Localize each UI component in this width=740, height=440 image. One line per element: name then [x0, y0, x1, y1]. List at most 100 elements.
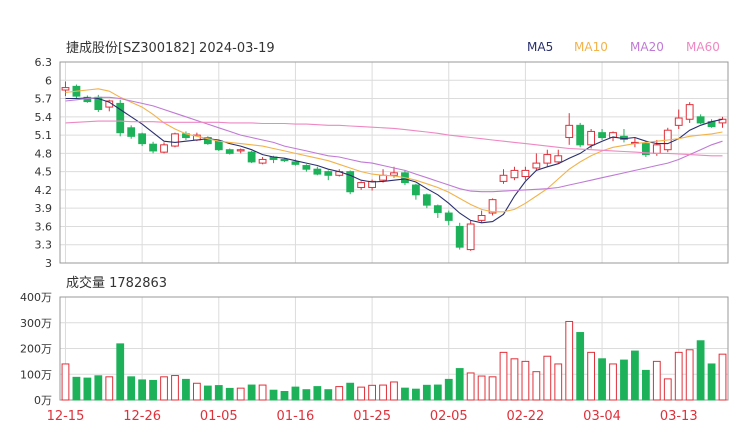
- legend-ma60: MA60: [686, 40, 720, 54]
- candle: [554, 155, 563, 163]
- volume-bar: [138, 379, 147, 401]
- volume-bar: [171, 375, 179, 401]
- volume-tick-label: 300万: [20, 317, 52, 330]
- volume-bar: [576, 332, 585, 401]
- date-tick-label: 12-15: [47, 409, 85, 424]
- volume-bar: [422, 384, 431, 401]
- volume-bar: [455, 368, 464, 401]
- candle: [171, 133, 179, 147]
- volume-bar: [291, 386, 300, 401]
- volume-bar: [357, 386, 366, 401]
- volume-bar: [707, 363, 716, 401]
- ma-line-ma5: [65, 97, 723, 224]
- candle: [466, 223, 475, 251]
- volume-bar: [247, 384, 256, 401]
- date-tick-label: 03-04: [583, 409, 621, 424]
- price-tick-label: 3.6: [35, 220, 53, 233]
- candle: [718, 118, 727, 124]
- candle: [203, 137, 212, 145]
- volume-bar: [379, 384, 387, 401]
- price-tick-label: 3.9: [35, 202, 53, 215]
- volume-bar: [620, 359, 628, 401]
- candle: [532, 162, 541, 169]
- candle: [258, 158, 267, 164]
- candle: [247, 151, 256, 163]
- candle: [587, 130, 596, 146]
- volume-bar: [203, 385, 212, 401]
- date-tick-label: 12-26: [123, 409, 161, 424]
- volume-bar: [83, 377, 92, 401]
- candle: [652, 144, 661, 154]
- candle: [543, 154, 552, 164]
- volume-bar: [696, 340, 705, 401]
- price-tick-label: 5.4: [35, 111, 53, 124]
- candle: [368, 180, 376, 188]
- candle: [160, 144, 168, 153]
- price-frame: [59, 61, 729, 264]
- volume-bar: [510, 358, 519, 401]
- volume-bar: [116, 343, 125, 401]
- date-tick-label: 02-22: [507, 409, 545, 424]
- volume-bar: [587, 351, 596, 401]
- candle: [138, 133, 147, 145]
- volume-bar: [160, 376, 168, 401]
- candle: [510, 169, 519, 179]
- volume-bar: [609, 363, 617, 401]
- volume-bar: [521, 360, 530, 401]
- volume-bar: [598, 358, 606, 401]
- volume-bar: [685, 349, 694, 401]
- volume-bar: [565, 320, 574, 401]
- volume-panel-title: 成交量 1782863: [66, 275, 167, 291]
- candle: [641, 143, 650, 156]
- volume-bar: [236, 387, 245, 401]
- date-tick-label: 01-16: [277, 409, 315, 424]
- price-tick-label: 6.3: [35, 56, 53, 69]
- price-tick-label: 3: [45, 257, 52, 270]
- volume-bar: [149, 379, 157, 401]
- volume-bar: [269, 389, 278, 401]
- candle: [302, 165, 311, 170]
- candle: [521, 169, 530, 178]
- volume-tick-label: 100万: [20, 368, 52, 381]
- volume-bar: [543, 355, 552, 401]
- candle: [696, 116, 705, 124]
- price-tick-label: 4.8: [35, 147, 53, 160]
- volume-bar: [61, 363, 70, 401]
- candle: [499, 174, 508, 182]
- chart-title: 捷成股份[SZ300182] 2024-03-19: [66, 41, 275, 56]
- candle: [149, 143, 157, 152]
- volume-bar: [182, 378, 190, 401]
- legend-ma20: MA20: [630, 40, 664, 54]
- volume-panel: 400万 300万 200万 100万 0万: [20, 291, 729, 407]
- volume-bar: [225, 387, 234, 401]
- candle: [236, 149, 245, 152]
- volume-bar: [412, 388, 420, 401]
- volume-bar: [302, 389, 311, 401]
- candle: [444, 212, 453, 221]
- candle: [61, 87, 70, 91]
- volume-bar: [663, 378, 672, 401]
- volume-bar: [313, 386, 322, 401]
- volume-bar: [390, 381, 398, 401]
- candle: [324, 171, 333, 176]
- ma-line-ma20: [65, 96, 723, 193]
- candle: [127, 127, 136, 137]
- candle: [477, 214, 486, 221]
- volume-bar: [280, 391, 289, 401]
- volume-bar: [466, 372, 475, 401]
- volume-bar: [631, 350, 639, 401]
- candle: [488, 199, 497, 214]
- candle: [609, 132, 617, 139]
- volume-bar: [433, 384, 442, 401]
- candle: [433, 205, 442, 213]
- volume-bar: [105, 376, 114, 401]
- candle: [83, 96, 92, 103]
- candle: [225, 149, 234, 154]
- date-tick-label: 03-13: [660, 409, 698, 424]
- volume-bar: [192, 382, 201, 401]
- price-tick-label: 5.1: [35, 129, 53, 142]
- candle: [291, 161, 300, 165]
- volume-bar: [499, 351, 508, 401]
- volume-bar: [258, 384, 267, 401]
